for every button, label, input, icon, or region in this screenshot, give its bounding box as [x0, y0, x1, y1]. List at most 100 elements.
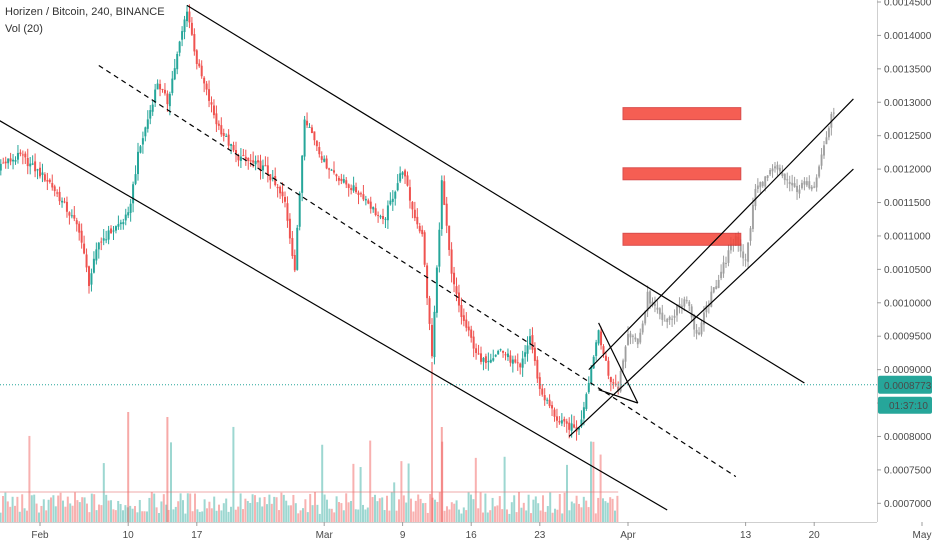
candle-body [590, 367, 593, 383]
projection-body [705, 305, 708, 313]
candle-body [372, 206, 375, 210]
resistance-zone [622, 107, 742, 121]
volume-bar [249, 502, 252, 522]
projection-body [783, 174, 786, 181]
volume-bar [213, 496, 216, 522]
volume-bar [88, 512, 91, 522]
volume-bar [261, 506, 264, 522]
descending-channel-bottom [0, 120, 668, 511]
volume-bar [534, 496, 537, 522]
candle-body [247, 157, 250, 161]
projection-body [676, 305, 678, 316]
volume-bar [498, 496, 501, 522]
price-tick-label: 0.0012000 [884, 165, 932, 176]
volume-bar [273, 496, 276, 522]
volume-bar [266, 504, 268, 522]
candle-body [333, 170, 335, 173]
candle-body [237, 155, 240, 161]
candle-body [578, 427, 580, 430]
volume-bar [93, 494, 96, 522]
current-price-badge: 0.0008773 [878, 375, 932, 394]
volume-bar [482, 512, 484, 522]
projection-body [658, 308, 661, 315]
candle-body [323, 158, 326, 162]
candle-body [389, 200, 392, 205]
projection-body [800, 182, 803, 189]
candle-body [529, 336, 531, 345]
candle-body [141, 138, 144, 145]
volume-bar [107, 500, 110, 522]
symbol-title[interactable]: Horizen / Bitcoin, 240, BINANCE [5, 6, 165, 18]
candle-body [426, 265, 429, 299]
volume-bar [242, 509, 244, 522]
candle-body [399, 173, 402, 182]
candle-body [124, 214, 127, 221]
time-axis-ticks[interactable]: Feb 10 17 Mar 9 16 23 Apr 13 20 May [31, 522, 931, 541]
volume-bar [407, 463, 410, 522]
volume-bar [196, 509, 199, 522]
volume-bar [186, 493, 189, 522]
candle-body [146, 119, 149, 129]
volume-bar [263, 497, 266, 522]
candle-body [445, 203, 448, 226]
candle-body [555, 416, 558, 421]
candle-body [274, 175, 277, 186]
volume-bar [23, 508, 26, 522]
candle-body [31, 163, 34, 165]
candle-body [497, 350, 500, 355]
volume-bar [127, 412, 130, 522]
candle-body [29, 163, 32, 167]
volume-bar [599, 454, 602, 522]
volume-bar [554, 508, 556, 522]
volume-bar [532, 499, 535, 522]
projection-body [823, 145, 825, 156]
candle-body [46, 180, 49, 182]
candle-body [607, 360, 610, 376]
candle-body [553, 409, 556, 417]
volume-bar [40, 505, 43, 522]
projection-body [651, 301, 654, 306]
candle-body [298, 193, 301, 227]
volume-bar [297, 513, 300, 522]
volume-bar [486, 512, 489, 522]
candle-body [453, 272, 456, 285]
volume-bar [436, 501, 439, 522]
candle-body [24, 153, 27, 158]
candle-body [90, 273, 93, 285]
candle-body [151, 104, 154, 112]
volume-bar [458, 509, 460, 522]
projection-body [646, 291, 649, 312]
candle-body [75, 220, 78, 225]
wedge-upper [598, 322, 639, 404]
volume-bar [26, 510, 28, 522]
candle-body [421, 229, 424, 235]
projection-body [619, 370, 622, 392]
candle-body [585, 394, 588, 409]
volume-bar [551, 512, 554, 522]
candle-body [68, 212, 71, 216]
volume-bar [220, 510, 223, 522]
volume-indicator-label[interactable]: Vol (20) [5, 23, 43, 35]
volume-bar [414, 500, 417, 522]
volume-bar [134, 506, 136, 522]
price-axis[interactable] [877, 0, 932, 550]
candle-body [58, 191, 61, 202]
projection-body [627, 334, 629, 345]
volume-bar [177, 501, 180, 522]
candle-body [78, 223, 81, 233]
candle-body [465, 319, 468, 328]
candle-body [261, 165, 264, 171]
candle-body [462, 315, 465, 321]
candle-body [382, 215, 384, 220]
candle-body [612, 382, 615, 384]
candle-body [506, 353, 509, 358]
volume-bar [138, 499, 141, 522]
candle-body [176, 54, 179, 70]
volume-bar [479, 492, 482, 522]
volume-bar [354, 509, 357, 522]
candle-body [308, 126, 311, 128]
candle-body [570, 423, 573, 431]
volume-bar [311, 505, 314, 522]
candle-body [105, 239, 108, 241]
